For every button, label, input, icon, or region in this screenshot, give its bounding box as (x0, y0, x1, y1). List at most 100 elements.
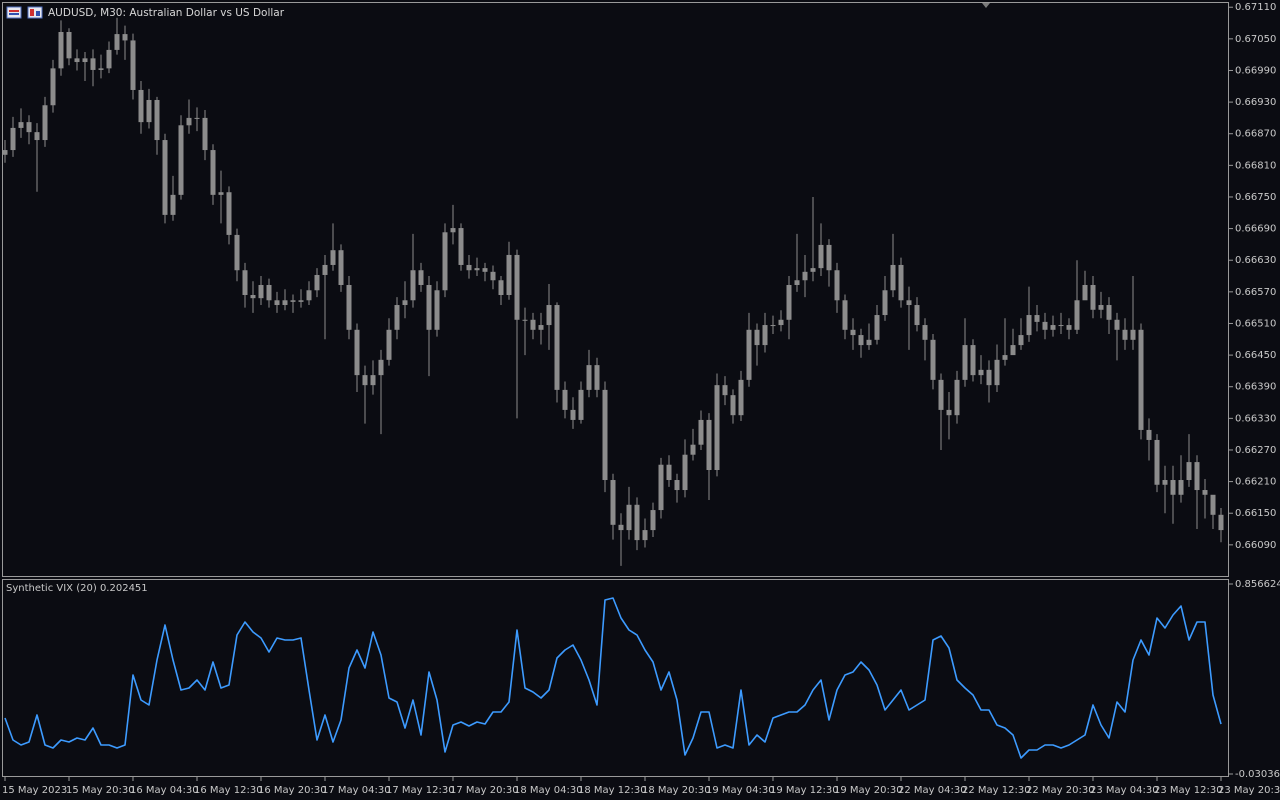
candle-body (482, 268, 488, 272)
icon (30, 9, 34, 16)
candle-body (1210, 494, 1216, 515)
candle-body (1130, 329, 1136, 340)
x-tick-label: 19 May 04:30 (706, 785, 775, 796)
candle-body (18, 122, 24, 128)
candle-body (610, 480, 616, 525)
indicator-line (4, 597, 1222, 759)
candle-body (922, 325, 928, 340)
x-tick-label: 16 May 12:30 (194, 785, 263, 796)
indicator-name: Synthetic VIX (20) (6, 583, 97, 594)
candle-body (530, 319, 536, 330)
candle-body (226, 192, 232, 235)
candle-body (906, 300, 912, 306)
candle-body (770, 325, 776, 327)
candle-body (154, 99, 160, 141)
candle-body (626, 504, 632, 531)
candle-body (218, 192, 224, 195)
candle-body (386, 329, 392, 360)
candle-body (466, 264, 472, 271)
y-tick-label: 0.66390 (1235, 382, 1276, 393)
candle-body (458, 228, 464, 265)
candle-body (658, 464, 664, 511)
candle-body (666, 464, 672, 481)
toolbar-icons (6, 6, 43, 19)
candle-body (866, 339, 872, 346)
candle-body (434, 290, 440, 330)
candle-body (410, 270, 416, 301)
candle-body (842, 300, 848, 330)
candle-body (1170, 480, 1176, 495)
candle-body (378, 359, 384, 376)
candle-body (250, 295, 256, 299)
candle-body (2, 150, 8, 155)
candle-body (202, 117, 208, 151)
x-tick-label: 22 May 12:30 (962, 785, 1031, 796)
candle-body (146, 99, 152, 123)
candle-body (138, 89, 144, 123)
candle-body (618, 524, 624, 531)
candle-body (1002, 355, 1008, 360)
candle-body (1074, 300, 1080, 330)
candle-body (690, 444, 696, 455)
candle-body (738, 379, 744, 416)
candle-body (178, 125, 184, 195)
candle-body (994, 359, 1000, 386)
y-tick-label: 0.66750 (1235, 192, 1276, 203)
x-tick-label: 23 May 12:30 (1154, 785, 1223, 796)
candle-body (98, 68, 104, 70)
candle-body (946, 409, 952, 416)
x-tick-label: 22 May 20:30 (1026, 785, 1095, 796)
candle-body (650, 510, 656, 531)
candle-body (258, 284, 264, 299)
y-tick-label: 0.66090 (1235, 540, 1276, 551)
candle-body (1098, 305, 1104, 310)
candle-body (562, 389, 568, 410)
candle-body (234, 234, 240, 271)
candle-body (186, 117, 192, 126)
candle-body (898, 264, 904, 301)
candle-body (426, 284, 432, 330)
candle-body (594, 365, 600, 390)
x-tick-label: 19 May 12:30 (770, 785, 839, 796)
candle-body (1114, 319, 1120, 330)
indicator-title: Synthetic VIX (20) 0.202451 (6, 583, 148, 594)
indicator-last-value: 0.202451 (100, 583, 148, 594)
candle-body (578, 389, 584, 420)
candle-body (162, 140, 168, 215)
candle-body (362, 375, 368, 386)
x-tick-label: 23 May 20:30 (1218, 785, 1280, 796)
candle-body (114, 34, 120, 50)
y-tick-label: 0.66570 (1235, 287, 1276, 298)
candle-body (490, 271, 496, 281)
candle-body (170, 194, 176, 215)
x-tick-label: 17 May 12:30 (386, 785, 455, 796)
candle-body (10, 127, 16, 151)
y-tick-label: 0.66510 (1235, 318, 1276, 329)
candle-body (1018, 335, 1024, 346)
candle-body (514, 254, 520, 320)
candle-body (306, 290, 312, 301)
candle-body (938, 379, 944, 410)
candle-body (370, 375, 376, 386)
main-panel (2, 2, 1229, 577)
candle-body (570, 409, 576, 420)
candle-body (962, 345, 968, 380)
candle-body (858, 335, 864, 346)
candle-body (506, 254, 512, 296)
candle-body (450, 228, 456, 233)
candle-body (394, 305, 400, 330)
candle-body (682, 454, 688, 491)
candle-body (890, 264, 896, 291)
x-tick-label: 15 May 2023 (2, 785, 67, 796)
y-tick-label: 0.66870 (1235, 129, 1276, 140)
candle-body (290, 300, 296, 302)
candle-body (242, 270, 248, 296)
candle-body (346, 284, 352, 330)
candle-body (90, 58, 96, 70)
candle-body (58, 31, 64, 69)
candle-body (1026, 315, 1032, 336)
candle-body (1050, 325, 1056, 330)
candle-body (74, 58, 80, 63)
candle-body (266, 284, 272, 301)
